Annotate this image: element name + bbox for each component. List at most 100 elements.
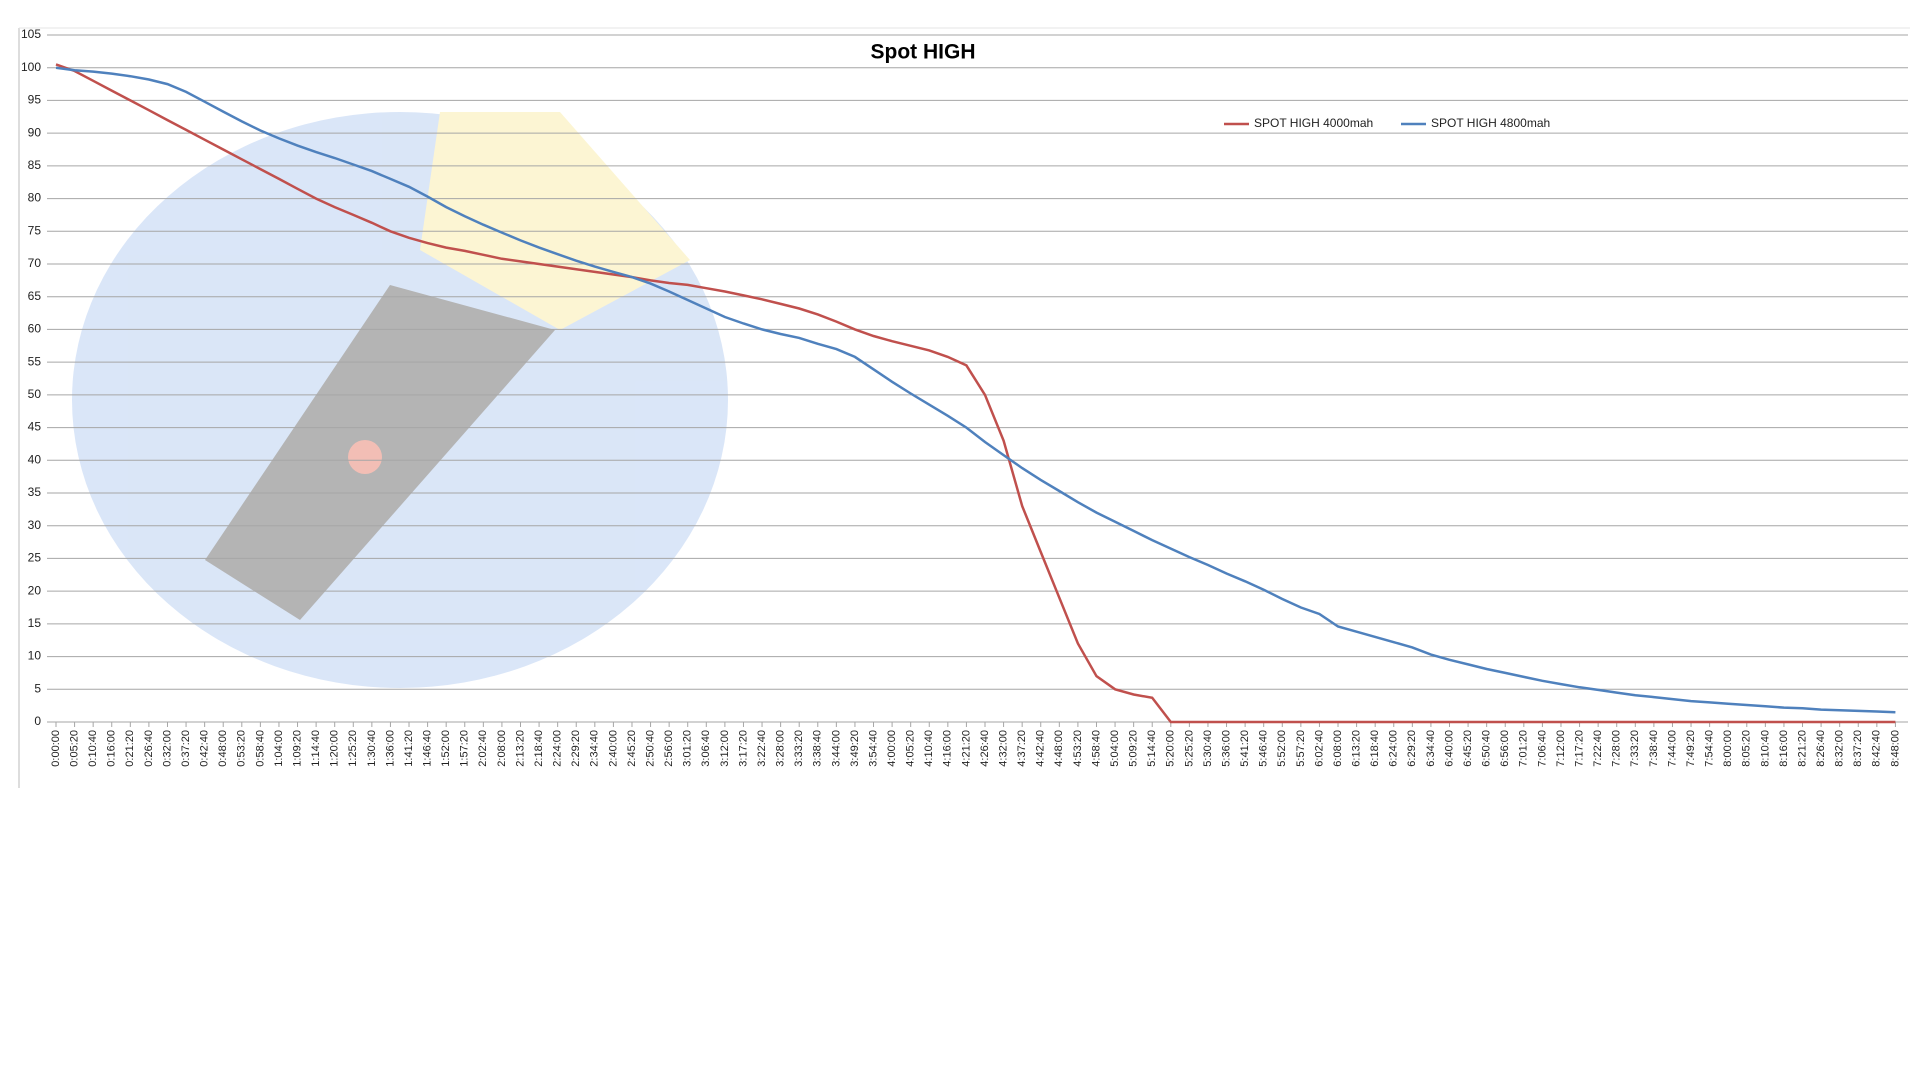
x-tick-label: 5:09:20: [1128, 730, 1140, 767]
x-tick-label: 2:45:20: [626, 730, 638, 767]
x-tick-label: 4:05:20: [905, 730, 917, 767]
x-tick-label: 5:25:20: [1183, 730, 1195, 767]
x-tick-label: 6:29:20: [1406, 730, 1418, 767]
x-tick-label: 8:48:00: [1889, 730, 1901, 767]
x-tick-label: 3:01:20: [682, 730, 694, 767]
x-tick-label: 8:21:20: [1796, 730, 1808, 767]
x-tick-label: 4:21:20: [960, 730, 972, 767]
legend-label: SPOT HIGH 4800mah: [1431, 116, 1550, 130]
x-tick-label: 1:20:00: [329, 730, 341, 767]
x-tick-label: 4:37:20: [1016, 730, 1028, 767]
x-tick-label: 2:40:00: [607, 730, 619, 767]
y-tick-label: 35: [28, 485, 42, 499]
x-tick-label: 6:13:20: [1351, 730, 1363, 767]
x-tick-label: 7:06:40: [1536, 730, 1548, 767]
x-tick-label: 7:17:20: [1573, 730, 1585, 767]
x-tick-label: 8:05:20: [1741, 730, 1753, 767]
x-tick-label: 3:38:40: [812, 730, 824, 767]
x-tick-label: 7:49:20: [1685, 730, 1697, 767]
x-tick-label: 3:49:20: [849, 730, 861, 767]
x-tick-label: 3:33:20: [793, 730, 805, 767]
x-tick-label: 2:29:20: [570, 730, 582, 767]
y-tick-label: 15: [28, 616, 42, 630]
x-tick-label: 4:48:00: [1053, 730, 1065, 767]
x-tick-label: 8:10:40: [1759, 730, 1771, 767]
x-tick-label: 5:14:40: [1146, 730, 1158, 767]
y-tick-label: 65: [28, 289, 42, 303]
x-tick-label: 2:56:00: [663, 730, 675, 767]
y-tick-label: 90: [28, 125, 42, 139]
x-tick-label: 3:12:00: [719, 730, 731, 767]
x-tick-label: 0:58:40: [254, 730, 266, 767]
x-tick-label: 1:57:20: [459, 730, 471, 767]
x-tick-label: 4:58:40: [1090, 730, 1102, 767]
x-tick-label: 1:14:40: [310, 730, 322, 767]
x-tick-label: 1:25:20: [347, 730, 359, 767]
x-tick-label: 7:28:00: [1611, 730, 1623, 767]
x-tick-label: 5:46:40: [1258, 730, 1270, 767]
x-tick-label: 7:44:00: [1666, 730, 1678, 767]
x-tick-label: 5:41:20: [1239, 730, 1251, 767]
x-tick-label: 6:45:20: [1462, 730, 1474, 767]
legend-label: SPOT HIGH 4000mah: [1254, 116, 1373, 130]
x-tick-label: 4:00:00: [886, 730, 898, 767]
x-tick-label: 0:42:40: [199, 730, 211, 767]
y-tick-label: 95: [28, 93, 42, 107]
x-tick-label: 1:30:40: [366, 730, 378, 767]
x-tick-label: 3:44:00: [830, 730, 842, 767]
y-tick-label: 50: [28, 387, 42, 401]
x-tick-label: 5:20:00: [1165, 730, 1177, 767]
x-tick-label: 3:28:00: [775, 730, 787, 767]
y-tick-label: 10: [28, 649, 42, 663]
x-tick-label: 4:53:20: [1072, 730, 1084, 767]
x-tick-label: 3:06:40: [700, 730, 712, 767]
y-tick-label: 55: [28, 354, 42, 368]
x-tick-label: 6:02:40: [1313, 730, 1325, 767]
x-tick-label: 6:08:00: [1332, 730, 1344, 767]
x-tick-label: 5:30:40: [1202, 730, 1214, 767]
x-tick-label: 5:36:00: [1220, 730, 1232, 767]
y-tick-label: 5: [34, 681, 41, 695]
x-tick-label: 2:50:40: [644, 730, 656, 767]
x-tick-label: 8:32:00: [1834, 730, 1846, 767]
x-tick-label: 8:37:20: [1852, 730, 1864, 767]
x-tick-label: 7:12:00: [1555, 730, 1567, 767]
y-tick-label: 85: [28, 158, 42, 172]
y-tick-label: 25: [28, 551, 42, 565]
x-tick-label: 3:54:40: [867, 730, 879, 767]
y-tick-label: 30: [28, 518, 42, 532]
x-tick-label: 8:26:40: [1815, 730, 1827, 767]
x-tick-label: 0:48:00: [217, 730, 229, 767]
x-tick-label: 6:24:00: [1388, 730, 1400, 767]
y-tick-label: 20: [28, 583, 42, 597]
data-line: [55, 63, 1896, 724]
x-tick-label: 7:01:20: [1518, 730, 1530, 767]
x-tick-label: 4:26:40: [979, 730, 991, 767]
data-line: [55, 66, 1896, 714]
x-tick-label: 1:52:00: [440, 730, 452, 767]
x-tick-label: 0:00:00: [50, 730, 62, 767]
x-tick-label: 1:36:00: [384, 730, 396, 767]
x-tick-label: 0:32:00: [161, 730, 173, 767]
y-tick-label: 40: [28, 452, 42, 466]
x-tick-label: 5:52:00: [1276, 730, 1288, 767]
x-tick-label: 0:10:40: [87, 730, 99, 767]
y-tick-label: 0: [34, 714, 41, 728]
x-tick-label: 6:40:00: [1443, 730, 1455, 767]
x-tick-label: 1:09:20: [291, 730, 303, 767]
x-tick-label: 8:16:00: [1778, 730, 1790, 767]
x-tick-label: 0:05:20: [68, 730, 80, 767]
x-tick-label: 0:21:20: [124, 730, 136, 767]
x-tick-label: 2:34:40: [589, 730, 601, 767]
x-tick-label: 1:41:20: [403, 730, 415, 767]
y-tick-label: 70: [28, 256, 42, 270]
x-tick-label: 7:33:20: [1629, 730, 1641, 767]
x-tick-label: 5:57:20: [1295, 730, 1307, 767]
x-tick-label: 2:08:00: [496, 730, 508, 767]
x-tick-label: 0:26:40: [143, 730, 155, 767]
x-tick-label: 6:56:00: [1499, 730, 1511, 767]
x-tick-label: 7:38:40: [1648, 730, 1660, 767]
y-tick-label: 105: [21, 27, 41, 41]
x-tick-label: 0:53:20: [236, 730, 248, 767]
